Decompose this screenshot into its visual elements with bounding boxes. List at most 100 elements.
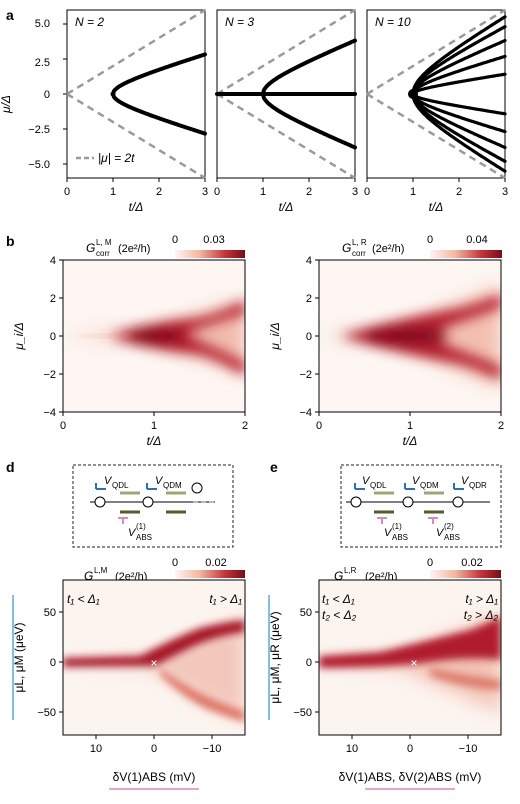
b-ytick: 4 xyxy=(50,255,56,267)
a-xlabel: t/Δ xyxy=(429,200,444,214)
b-xtick: 2 xyxy=(498,420,504,432)
d-xtick: 0 xyxy=(151,743,157,755)
e-ytick: −50 xyxy=(293,707,312,719)
a-xtick: 2 xyxy=(456,186,462,198)
a-curve xyxy=(411,54,507,96)
cb-max: 0.02 xyxy=(461,557,482,569)
a-xtick: 1 xyxy=(410,186,416,198)
cb-sup: L,M xyxy=(94,566,108,575)
e-xtick: −10 xyxy=(459,743,478,755)
a-curve xyxy=(411,92,507,116)
b-xtick: 0 xyxy=(60,420,66,432)
a-vertex xyxy=(110,91,116,97)
b-xtick: 2 xyxy=(242,420,248,432)
e-schematic: V QDL V QDM V QDR V (1) ABS V (2) ABS xyxy=(340,464,502,548)
a-axes-frame xyxy=(366,9,506,179)
e-marker: × xyxy=(410,656,417,670)
a-xtick: 3 xyxy=(202,186,208,198)
cb-sub: corr xyxy=(96,249,110,258)
a-axes-frame xyxy=(66,9,206,179)
a-subplot-title: N = 2 xyxy=(75,15,104,29)
dashed-line xyxy=(216,8,356,96)
vqdm: V xyxy=(412,475,421,487)
cb-sub: corr xyxy=(352,249,366,258)
vabs-sup: (1) xyxy=(136,522,146,531)
cb-max: 0.02 xyxy=(205,557,226,569)
d-ytick: 50 xyxy=(44,607,56,619)
b-ytick: −4 xyxy=(299,407,312,419)
b-ytick: 2 xyxy=(50,293,56,305)
a-curve xyxy=(411,92,507,134)
b-ytick: 0 xyxy=(50,331,56,343)
vabs-sub: ABS xyxy=(136,533,152,542)
b-right-heatmap xyxy=(319,260,501,412)
a-xtick: 1 xyxy=(260,186,266,198)
cb-main: G xyxy=(342,241,351,255)
a-xtick: 2 xyxy=(306,186,312,198)
a-curve xyxy=(411,92,507,163)
b-xtick: 1 xyxy=(407,420,413,432)
dashed-line xyxy=(216,92,356,180)
d-ytick: −50 xyxy=(37,707,56,719)
a-vertex xyxy=(260,91,266,97)
a-yticks: 5.0 2.5 0 −2.5 −5.0 xyxy=(28,18,50,171)
vabs2-sup: (2) xyxy=(444,522,454,531)
vabs1-sub: ABS xyxy=(392,533,408,542)
cb-min: 0 xyxy=(172,557,178,569)
d-xlabel: δV(1)ABS (mV) xyxy=(113,770,196,784)
cb-main: G xyxy=(334,569,343,583)
a-curve xyxy=(261,92,357,150)
e-xtick: 0 xyxy=(407,743,413,755)
a-ylabel: μ/Δ xyxy=(0,95,13,114)
a-ytick: 5.0 xyxy=(35,18,50,30)
vqdl: V xyxy=(104,475,113,487)
d-ann-right: t₁ > Δ₁ xyxy=(209,592,242,606)
vqdr-sub: QDR xyxy=(469,481,487,490)
cb-min: 0 xyxy=(427,557,433,569)
vabs: V xyxy=(128,527,137,539)
a-curve xyxy=(411,38,507,96)
cb-min: 0 xyxy=(427,234,433,246)
b-left-colorbar: G L, M corr (2e²/h) 0 0.03 xyxy=(86,234,245,258)
cb-sup: L, R xyxy=(352,238,367,247)
a-xtick: 0 xyxy=(214,186,220,198)
cb-main: G xyxy=(84,569,93,583)
cb-max: 0.04 xyxy=(466,234,487,246)
a-curve xyxy=(411,25,507,96)
vqdm-sub: QDM xyxy=(420,481,439,490)
a-curve xyxy=(111,52,207,96)
vqdm-sub: QDM xyxy=(163,481,182,490)
b-ytick: 4 xyxy=(306,255,312,267)
b-xlabel: t/Δ xyxy=(147,434,162,448)
a-curve xyxy=(411,15,507,96)
panel-label-b: b xyxy=(6,233,15,249)
b-ylabel: μ_i/Δ xyxy=(12,322,26,350)
a-curve xyxy=(411,92,507,150)
b-ytick: −4 xyxy=(43,407,56,419)
legend-label: |μ| = 2t xyxy=(98,151,135,165)
d-marker: × xyxy=(150,656,157,670)
e-ann-left1: t₁ < Δ₁ xyxy=(322,592,355,606)
vqdl: V xyxy=(362,475,371,487)
vabs2: V xyxy=(436,527,445,539)
d-schematic: V QDL V QDM V (1) ABS xyxy=(72,464,234,548)
e-xtick: 10 xyxy=(346,743,358,755)
vqdl-sub: QDL xyxy=(370,481,387,490)
a-xtick: 3 xyxy=(352,186,358,198)
a-ytick: 2.5 xyxy=(35,57,50,69)
b-xtick: 0 xyxy=(316,420,322,432)
cb-max: 0.03 xyxy=(203,234,224,246)
d-heatmap: × t₁ < Δ₁ t₁ > Δ₁ xyxy=(63,580,245,735)
e-ytick: 0 xyxy=(306,657,312,669)
a-xtick: 0 xyxy=(364,186,370,198)
cb-main: G xyxy=(86,241,95,255)
a-curve xyxy=(411,72,507,96)
e-ylabel: μL, μM, μR (μeV) xyxy=(268,611,282,703)
a-curve xyxy=(411,92,507,173)
a-curve xyxy=(111,92,207,136)
b-ytick: −2 xyxy=(43,369,56,381)
b-left-heatmap xyxy=(63,260,245,412)
a-ytick: 0 xyxy=(44,89,50,101)
vabs1: V xyxy=(384,527,393,539)
b-right-colorbar: G L, R corr (2e²/h) 0 0.04 xyxy=(342,234,502,258)
